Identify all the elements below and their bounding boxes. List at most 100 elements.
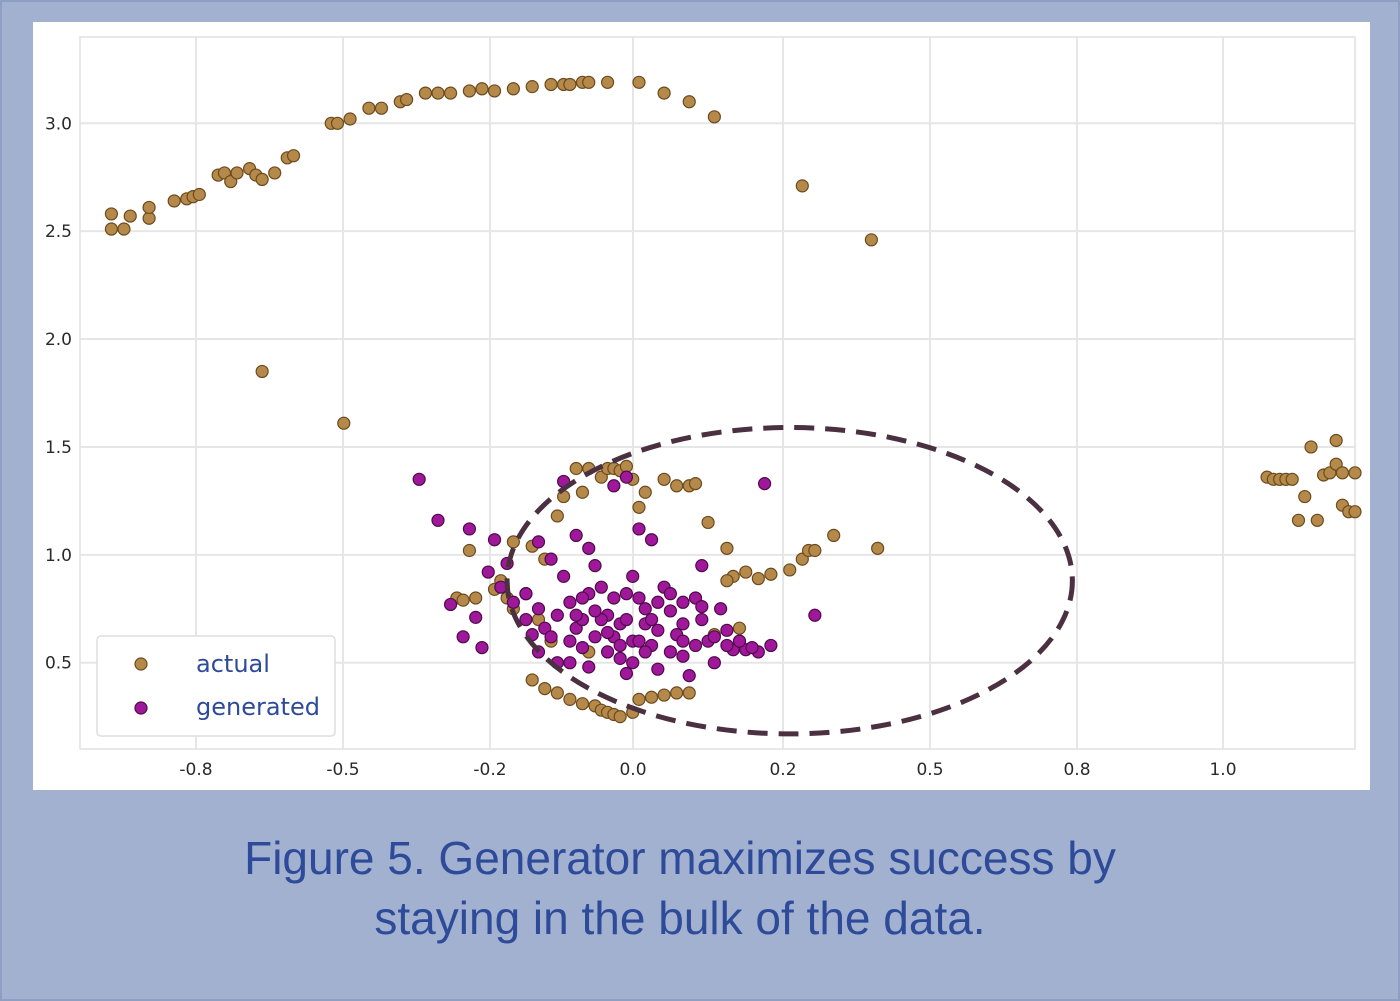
caption-line-1: Figure 5. Generator maximizes success by xyxy=(244,832,1116,884)
generated-point xyxy=(745,640,759,655)
actual-point xyxy=(1291,513,1306,527)
actual-point xyxy=(431,86,445,100)
actual-point xyxy=(575,485,590,499)
x-tick-label: 0.8 xyxy=(1063,760,1090,780)
actual-point xyxy=(487,84,502,98)
dashed-ellipse xyxy=(504,425,1075,737)
actual-point xyxy=(550,509,564,523)
actual-point xyxy=(123,209,137,223)
actual-point xyxy=(538,681,552,696)
x-tick-label: -0.2 xyxy=(473,760,506,780)
generated-point xyxy=(676,595,690,609)
generated-point xyxy=(707,630,721,644)
figure-caption: Figure 5. Generator maximizes success by… xyxy=(0,828,1360,948)
actual-point xyxy=(563,692,577,706)
generated-point xyxy=(588,630,602,644)
generated-point xyxy=(808,608,822,622)
legend-actual-marker xyxy=(134,657,148,671)
actual-point xyxy=(142,200,156,215)
generated-point xyxy=(695,599,709,614)
actual-point xyxy=(456,593,470,607)
generated-point xyxy=(638,645,652,659)
generated-point xyxy=(563,656,577,670)
actual-point xyxy=(613,710,627,724)
generated-point xyxy=(594,580,608,594)
actual-point xyxy=(638,485,652,499)
actual-point xyxy=(469,591,483,605)
actual-point xyxy=(362,101,376,115)
plot-border xyxy=(79,36,1356,750)
generated-point xyxy=(663,604,677,618)
scatter-chart: -0.8 -0.5 -0.2 0.0 0.2 0.5 0.8 1.0 0.5 1.0 1.5 2.0… xyxy=(45,36,1362,780)
actual-point xyxy=(563,77,577,92)
actual-point xyxy=(657,472,671,486)
y-tick-label: 1.5 xyxy=(45,438,72,458)
generated-point xyxy=(644,612,659,627)
generated-point xyxy=(619,470,634,484)
actual-point xyxy=(268,166,282,180)
generated-point xyxy=(663,645,677,659)
generated-point xyxy=(613,651,627,665)
actual-point xyxy=(462,84,477,98)
generated-point xyxy=(431,513,445,527)
actual-series xyxy=(104,75,1362,724)
actual-point xyxy=(525,80,539,94)
legend: actual generated xyxy=(96,635,336,737)
actual-point xyxy=(682,95,696,109)
generated-point xyxy=(714,602,728,616)
actual-point xyxy=(808,543,822,558)
plot-panel: -0.8 -0.5 -0.2 0.0 0.2 0.5 0.8 1.0 0.5 1.0 1.5 2.0… xyxy=(33,22,1370,790)
actual-point xyxy=(600,75,615,89)
legend-actual-label: actual xyxy=(196,650,270,678)
actual-point xyxy=(739,565,753,579)
actual-point xyxy=(374,101,389,115)
actual-point xyxy=(343,112,357,126)
generated-point xyxy=(644,533,659,547)
actual-point xyxy=(1298,489,1312,504)
actual-point xyxy=(632,500,646,514)
x-tick-label: -0.5 xyxy=(326,760,359,780)
actual-point xyxy=(230,166,244,180)
generated-point xyxy=(720,623,734,637)
actual-point xyxy=(544,77,558,92)
generated-point xyxy=(626,656,640,670)
x-tick-label: 1.0 xyxy=(1209,760,1236,780)
actual-point xyxy=(104,222,119,236)
actual-point xyxy=(682,686,696,700)
actual-point xyxy=(192,187,206,202)
generated-point xyxy=(462,522,477,536)
actual-point xyxy=(827,528,841,543)
actual-point xyxy=(104,207,119,221)
actual-point xyxy=(688,477,703,491)
generated-point xyxy=(632,591,646,605)
actual-point xyxy=(525,673,539,687)
actual-point xyxy=(1310,513,1324,527)
generated-point xyxy=(619,587,634,601)
generated-point xyxy=(563,634,577,648)
y-tick-label: 2.0 xyxy=(45,330,72,350)
generated-point xyxy=(638,602,652,616)
actual-point xyxy=(506,82,520,96)
legend-generated-label: generated xyxy=(196,693,320,721)
y-tick-label: 3.0 xyxy=(45,114,72,134)
y-tick-labels: 0.5 1.0 1.5 2.0 2.5 3.0 xyxy=(45,114,72,673)
legend-box xyxy=(96,635,336,737)
generated-point xyxy=(575,640,590,655)
x-tick-label: 0.0 xyxy=(619,760,646,780)
generated-point xyxy=(544,630,558,644)
generated-point xyxy=(707,656,721,670)
actual-point xyxy=(795,179,809,193)
generated-point xyxy=(619,612,634,627)
actual-point xyxy=(1329,433,1343,448)
actual-point xyxy=(864,233,878,247)
actual-point xyxy=(871,541,885,555)
generated-point xyxy=(531,535,546,549)
actual-point xyxy=(1285,472,1299,486)
x-tick-label: -0.8 xyxy=(179,760,212,780)
actual-point xyxy=(707,110,721,124)
generated-point xyxy=(557,569,571,583)
actual-point xyxy=(701,515,715,530)
actual-point xyxy=(117,222,131,236)
actual-point xyxy=(783,563,797,577)
